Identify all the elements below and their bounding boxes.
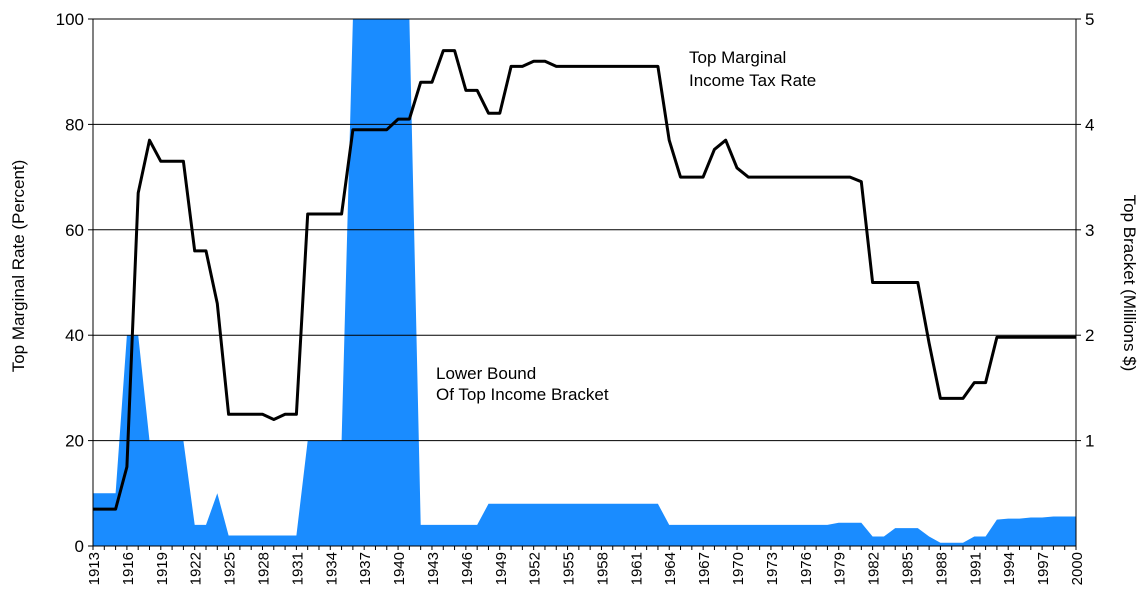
- x-tick-label: 1964: [662, 552, 679, 585]
- left-axis-title: Top Marginal Rate (Percent): [9, 160, 28, 373]
- x-tick-label: 1958: [594, 552, 611, 585]
- x-tick-label: 2000: [1069, 552, 1086, 585]
- bracket-area: [93, 19, 1076, 546]
- right-y-tick-labels: 1 2 3 4 5: [1085, 10, 1094, 451]
- left-tick-label: 60: [65, 221, 84, 240]
- bracket-annotation-line-2: Of Top Income Bracket: [436, 385, 609, 404]
- x-tick-label: 1922: [188, 552, 205, 585]
- x-tick-label: 1955: [561, 552, 578, 585]
- x-tick-label: 1976: [798, 552, 815, 585]
- x-tick-label: 1961: [628, 552, 645, 585]
- x-tick-label: 1982: [866, 552, 883, 585]
- x-tick-label: 1943: [425, 552, 442, 585]
- x-tick-label: 1931: [289, 552, 306, 585]
- x-tick-label: 1913: [86, 552, 103, 585]
- right-tick-label: 1: [1085, 432, 1094, 451]
- tax-rate-line: [93, 49, 1076, 511]
- x-tick-label: 1946: [459, 552, 476, 585]
- left-y-tick-labels: 0 20 40 60 80 100: [56, 10, 84, 556]
- x-tick-labels: 1913 1916 1919 1922 1925 1928 1931 1934 1937 1940…: [86, 552, 1086, 585]
- right-tick-label: 4: [1085, 115, 1094, 134]
- x-tick-label: 1991: [967, 552, 984, 585]
- tax-rate-annotation-line-1: Top Marginal: [689, 48, 786, 67]
- right-axis-title: Top Bracket (Millions $): [1120, 195, 1139, 372]
- x-tick-label: 1937: [357, 552, 374, 585]
- x-tick-label: 1952: [527, 552, 544, 585]
- x-tick-label: 1997: [1035, 552, 1052, 585]
- axes: [88, 18, 1081, 550]
- gridlines: [93, 18, 1076, 442]
- left-tick-label: 40: [65, 326, 84, 345]
- x-tick-label: 1970: [730, 552, 747, 585]
- tax-rate-annotation-line-2: Income Tax Rate: [689, 71, 816, 90]
- x-tick-label: 1985: [900, 552, 917, 585]
- x-tick-label: 1934: [323, 552, 340, 585]
- right-tick-label: 5: [1085, 10, 1094, 29]
- bracket-area-series: [93, 19, 1076, 546]
- left-tick-label: 80: [65, 115, 84, 134]
- x-tick-label: 1988: [933, 552, 950, 585]
- x-tick-label: 1979: [832, 552, 849, 585]
- x-tick-label: 1919: [154, 552, 171, 585]
- right-tick-label: 2: [1085, 326, 1094, 345]
- left-tick-label: 20: [65, 432, 84, 451]
- x-tick-label: 1928: [256, 552, 273, 585]
- x-tick-label: 1973: [764, 552, 781, 585]
- x-tick-label: 1994: [1001, 552, 1018, 585]
- left-tick-label: 0: [75, 537, 84, 556]
- bracket-annotation-line-1: Lower Bound: [436, 364, 536, 383]
- right-tick-label: 3: [1085, 221, 1094, 240]
- x-tick-label: 1949: [493, 552, 510, 585]
- tax-rate-line-series: [93, 49, 1076, 511]
- x-tick-label: 1940: [391, 552, 408, 585]
- x-tick-label: 1967: [696, 552, 713, 585]
- x-tick-label: 1916: [120, 552, 137, 585]
- x-tick-label: 1925: [222, 552, 239, 585]
- left-tick-label: 100: [56, 10, 84, 29]
